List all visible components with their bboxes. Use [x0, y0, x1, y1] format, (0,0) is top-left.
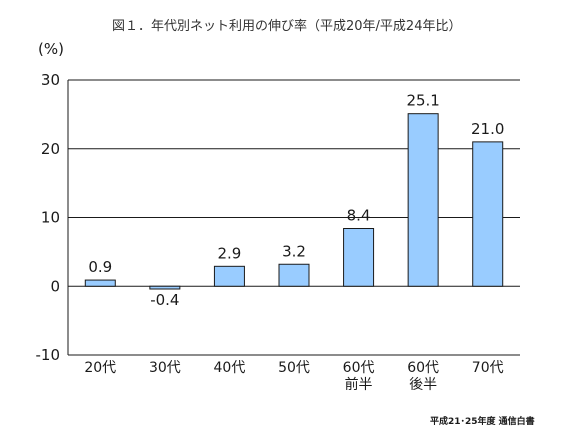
- bar: [278, 263, 310, 287]
- data-labels: 0.9 -0.4 2.9 3.2 8.4 25.1 21.0: [88, 92, 504, 309]
- data-label: 2.9: [217, 244, 241, 262]
- bar: [149, 285, 181, 290]
- y-tick-label: 10: [41, 209, 60, 227]
- x-tick-label: 70代: [472, 360, 504, 376]
- data-label: -0.4: [150, 291, 179, 309]
- y-tick-label: 30: [41, 71, 60, 89]
- y-tick-label: 0: [50, 277, 60, 295]
- bar: [84, 279, 116, 287]
- x-tick-labels: 20代 30代 40代 50代 60代前半 60代後半 70代: [84, 360, 503, 393]
- data-label: 25.1: [406, 92, 439, 110]
- data-label: 0.9: [88, 258, 112, 276]
- x-tick-label: 20代: [84, 360, 116, 376]
- axes: [67, 80, 520, 356]
- x-tick-label: 50代: [278, 360, 310, 376]
- bar: [343, 228, 375, 287]
- x-tick-label: 60代前半: [343, 360, 375, 393]
- data-label: 3.2: [282, 242, 306, 260]
- source-note: 平成21･25年度 通信白書: [430, 415, 535, 427]
- bar: [472, 141, 504, 287]
- y-tick-label: -10: [36, 346, 61, 364]
- bar: [407, 113, 439, 287]
- y-tick-labels: 30 20 10 0 -10: [36, 71, 61, 364]
- chart-title: 図１．年代別ネット利用の伸び率（平成20年/平成24年比）: [112, 18, 461, 34]
- y-tick-label: 20: [41, 140, 60, 158]
- data-label: 21.0: [471, 120, 504, 138]
- bars: [84, 113, 504, 290]
- bar: [213, 265, 245, 287]
- x-tick-label: 60代後半: [407, 360, 439, 393]
- data-label: 8.4: [347, 207, 371, 225]
- x-tick-label: 40代: [214, 360, 246, 376]
- y-axis-unit: (%): [38, 40, 64, 58]
- x-tick-label: 30代: [149, 360, 181, 376]
